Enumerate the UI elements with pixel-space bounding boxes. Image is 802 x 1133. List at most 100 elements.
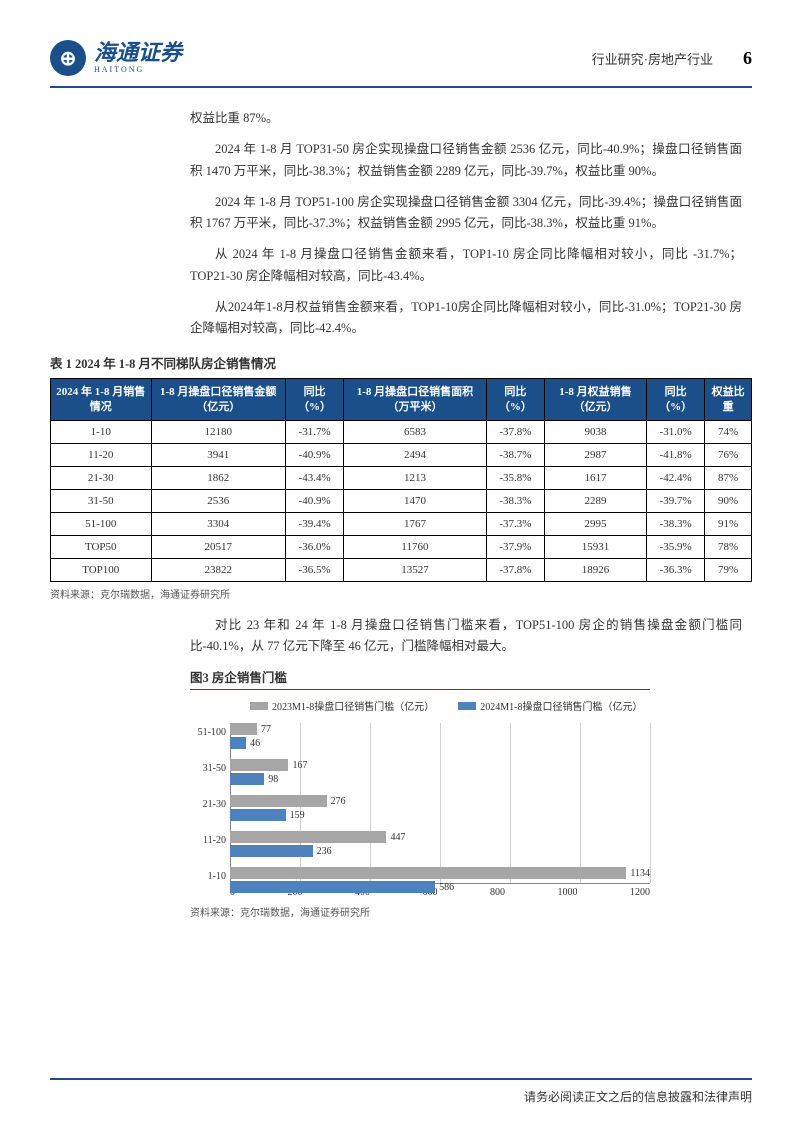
table-cell: -37.8% bbox=[486, 558, 544, 581]
para-0: 权益比重 87%。 bbox=[190, 108, 742, 129]
table-header-cell: 2024 年 1-8 月销售情况 bbox=[51, 379, 152, 421]
legend-label-2023: 2023M1-8操盘口径销售门槛（亿元） bbox=[272, 698, 434, 713]
bar-row: 236 bbox=[230, 845, 650, 857]
table-cell: -37.3% bbox=[486, 512, 544, 535]
table-cell: 21-30 bbox=[51, 466, 152, 489]
bar-fill bbox=[230, 759, 288, 771]
table-title: 表 1 2024 年 1-8 月不同梯队房企销售情况 bbox=[50, 353, 752, 372]
table-cell: 74% bbox=[705, 420, 752, 443]
table-cell: -35.9% bbox=[646, 535, 704, 558]
bar-group: 31-5016798 bbox=[230, 759, 650, 787]
bar-row: 447 bbox=[230, 831, 650, 843]
table-cell: 87% bbox=[705, 466, 752, 489]
bar-fill bbox=[230, 723, 257, 735]
table-cell: -40.9% bbox=[285, 443, 343, 466]
para-3: 从 2024 年 1-8 月操盘口径销售金额来看，TOP1-10 房企同比降幅相… bbox=[190, 244, 742, 287]
category-label: 11-20 bbox=[190, 835, 226, 846]
table-row: 21-301862-43.4%1213-35.8%1617-42.4%87% bbox=[51, 466, 752, 489]
table-cell: 2995 bbox=[544, 512, 646, 535]
bar-fill bbox=[230, 795, 327, 807]
table-cell: 18926 bbox=[544, 558, 646, 581]
table-header-row: 2024 年 1-8 月销售情况1-8 月操盘口径销售金额（亿元）同比（%）1-… bbox=[51, 379, 752, 421]
page-footer: 请务必阅读正文之后的信息披露和法律声明 bbox=[50, 1078, 752, 1105]
bar-row: 159 bbox=[230, 809, 650, 821]
bar-row: 98 bbox=[230, 773, 650, 785]
table-cell: -37.8% bbox=[486, 420, 544, 443]
table-cell: TOP100 bbox=[51, 558, 152, 581]
table-header-cell: 1-8 月操盘口径销售面积（万平米） bbox=[344, 379, 487, 421]
table-cell: 31-50 bbox=[51, 489, 152, 512]
bar-value-label: 167 bbox=[292, 760, 307, 771]
sales-table: 2024 年 1-8 月销售情况1-8 月操盘口径销售金额（亿元）同比（%）1-… bbox=[50, 378, 752, 582]
bar-fill bbox=[230, 831, 386, 843]
chart-source: 资料来源：克尔瑞数据，海通证券研究所 bbox=[190, 904, 650, 919]
table-cell: 13527 bbox=[344, 558, 487, 581]
table-cell: 78% bbox=[705, 535, 752, 558]
logo-text: 海通证券 HAITONG bbox=[94, 42, 182, 74]
bar-group: 51-1007746 bbox=[230, 723, 650, 751]
table-header-cell: 同比（%） bbox=[646, 379, 704, 421]
table-cell: 1470 bbox=[344, 489, 487, 512]
bar-value-label: 46 bbox=[250, 738, 260, 749]
bar-value-label: 586 bbox=[439, 882, 454, 893]
table-cell: -38.3% bbox=[646, 512, 704, 535]
chart-container: 图3 房企销售门槛 2023M1-8操盘口径销售门槛（亿元） 2024M1-8操… bbox=[190, 667, 650, 919]
table-cell: 23822 bbox=[151, 558, 285, 581]
legend-item-2024: 2024M1-8操盘口径销售门槛（亿元） bbox=[458, 698, 642, 713]
logo-cn: 海通证券 bbox=[94, 42, 182, 64]
table-cell: 12180 bbox=[151, 420, 285, 443]
table-cell: -31.0% bbox=[646, 420, 704, 443]
bar-row: 46 bbox=[230, 737, 650, 749]
bar-group: 21-30276159 bbox=[230, 795, 650, 823]
bar-value-label: 159 bbox=[290, 810, 305, 821]
bar-fill bbox=[230, 845, 313, 857]
chart-plot-area: 51-100774631-501679821-3027615911-204472… bbox=[190, 723, 650, 883]
table-header-cell: 1-8 月权益销售（亿元） bbox=[544, 379, 646, 421]
table-cell: 2536 bbox=[151, 489, 285, 512]
bar-row: 1134 bbox=[230, 867, 650, 879]
table-cell: -43.4% bbox=[285, 466, 343, 489]
table-row: 31-502536-40.9%1470-38.3%2289-39.7%90% bbox=[51, 489, 752, 512]
bar-row: 77 bbox=[230, 723, 650, 735]
table-cell: -41.8% bbox=[646, 443, 704, 466]
category-label: 51-100 bbox=[190, 727, 226, 738]
bar-fill bbox=[230, 737, 246, 749]
table-cell: -39.7% bbox=[646, 489, 704, 512]
bar-value-label: 447 bbox=[390, 832, 405, 843]
bar-fill bbox=[230, 809, 286, 821]
bar-row: 167 bbox=[230, 759, 650, 771]
table-cell: -39.4% bbox=[285, 512, 343, 535]
body-text-block: 权益比重 87%。 2024 年 1-8 月 TOP31-50 房企实现操盘口径… bbox=[190, 108, 742, 339]
page-number: 6 bbox=[743, 48, 752, 69]
table-row: 11-203941-40.9%2494-38.7%2987-41.8%76% bbox=[51, 443, 752, 466]
table-cell: 91% bbox=[705, 512, 752, 535]
table-cell: 15931 bbox=[544, 535, 646, 558]
table-cell: 3304 bbox=[151, 512, 285, 535]
table-cell: 51-100 bbox=[51, 512, 152, 535]
para-4: 从2024年1-8月权益销售金额来看，TOP1-10房企同比降幅相对较小，同比-… bbox=[190, 297, 742, 340]
table-cell: 2494 bbox=[344, 443, 487, 466]
table-cell: -42.4% bbox=[646, 466, 704, 489]
bar-fill bbox=[230, 867, 626, 879]
table-cell: -31.7% bbox=[285, 420, 343, 443]
table-row: 51-1003304-39.4%1767-37.3%2995-38.3%91% bbox=[51, 512, 752, 535]
table-header-cell: 同比（%） bbox=[285, 379, 343, 421]
table-cell: 11-20 bbox=[51, 443, 152, 466]
bar-value-label: 98 bbox=[268, 774, 278, 785]
para-1: 2024 年 1-8 月 TOP31-50 房企实现操盘口径销售金额 2536 … bbox=[190, 139, 742, 182]
bar-value-label: 1134 bbox=[630, 868, 650, 879]
table-cell: -37.9% bbox=[486, 535, 544, 558]
page-header: ⊕ 海通证券 HAITONG 行业研究·房地产行业 6 bbox=[50, 40, 752, 88]
table-cell: 2289 bbox=[544, 489, 646, 512]
legend-label-2024: 2024M1-8操盘口径销售门槛（亿元） bbox=[480, 698, 642, 713]
legend-swatch-2023 bbox=[250, 702, 268, 710]
logo-block: ⊕ 海通证券 HAITONG bbox=[50, 40, 182, 76]
table-cell: 1-10 bbox=[51, 420, 152, 443]
table-header-cell: 1-8 月操盘口径销售金额（亿元） bbox=[151, 379, 285, 421]
table-cell: 3941 bbox=[151, 443, 285, 466]
bar-value-label: 276 bbox=[331, 796, 346, 807]
table-cell: 90% bbox=[705, 489, 752, 512]
table-cell: -38.7% bbox=[486, 443, 544, 466]
para-2: 2024 年 1-8 月 TOP51-100 房企实现操盘口径销售金额 3304… bbox=[190, 192, 742, 235]
table-cell: 20517 bbox=[151, 535, 285, 558]
